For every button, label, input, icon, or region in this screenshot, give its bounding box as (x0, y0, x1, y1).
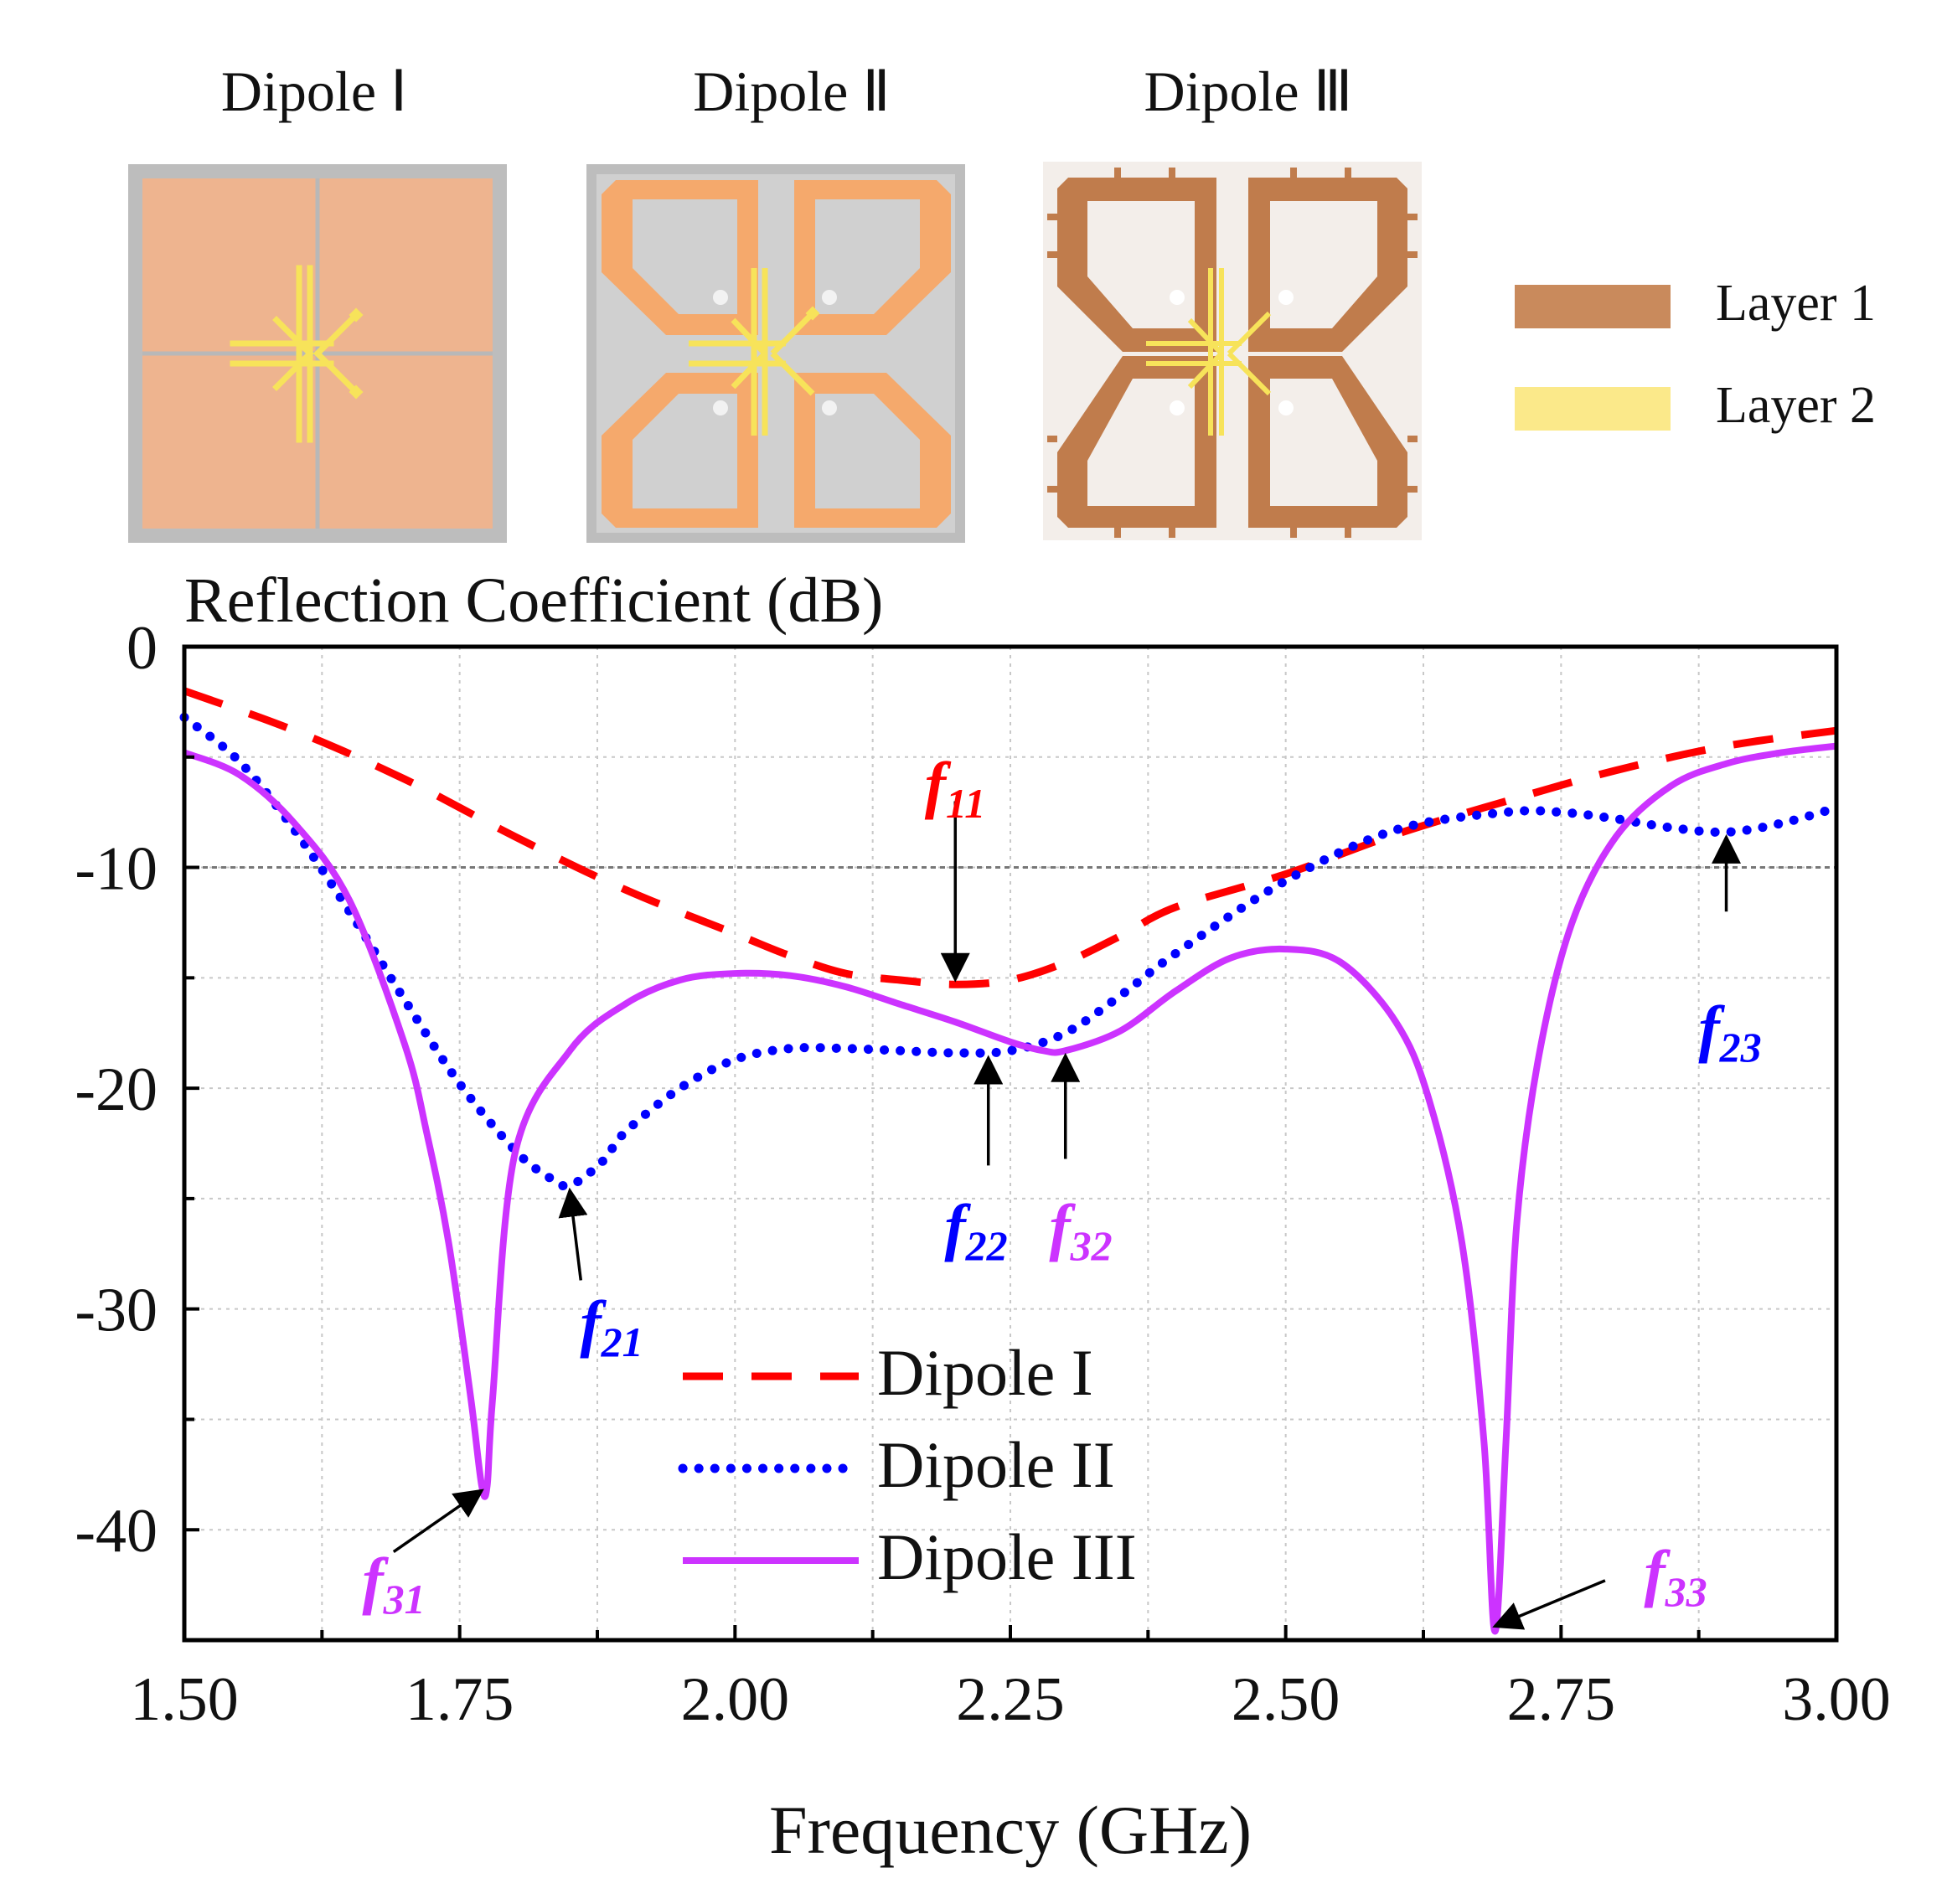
y-tick-label: -20 (75, 1055, 158, 1124)
annotation-arrow-f21 (558, 1187, 588, 1281)
dipole-1-illustration (128, 164, 507, 543)
chart-grid (184, 647, 1836, 1641)
x-tick-label: 2.00 (681, 1665, 790, 1734)
y-tick-label: 0 (127, 614, 158, 683)
annotation-label-f31: f31 (362, 1545, 425, 1623)
x-axis-label: Frequency (GHz) (769, 1792, 1252, 1868)
series-line-3 (183, 742, 1837, 1635)
annotation-arrow-f33 (1492, 1579, 1606, 1630)
layer-2-label: Layer 2 (1716, 377, 1876, 434)
legend-label-3: Dipole III (877, 1520, 1137, 1593)
y-tick-label: -10 (75, 835, 158, 904)
x-tick-label: 2.50 (1232, 1665, 1340, 1734)
x-tick-labels: 1.50 1.75 2.00 2.25 2.50 2.75 3.00 (130, 1665, 1891, 1734)
x-tick-label: 3.00 (1782, 1665, 1891, 1734)
chart-title: Reflection Coefficient (dB) (184, 565, 883, 636)
y-tick-label: -40 (75, 1497, 158, 1566)
x-tick-label: 2.75 (1507, 1665, 1616, 1734)
y-tick-labels: 0 -10 -20 -30 -40 (75, 614, 158, 1566)
panel-title-dipole-1: Dipole Ⅰ (221, 59, 407, 123)
panel-title-dipole-2: Dipole Ⅱ (693, 59, 891, 123)
annotation-label-f23: f23 (1698, 993, 1761, 1071)
x-tick-label: 1.75 (405, 1665, 514, 1734)
layer-legend: Layer 1 Layer 2 (1515, 275, 1876, 434)
layer-2-swatch (1515, 387, 1671, 431)
annotation-label-f21: f21 (580, 1288, 643, 1365)
chart-annotations: f11 f21 f22 f23 f31 f32 f33 (362, 750, 1762, 1630)
series-legend: Dipole I Dipole II Dipole III (678, 1336, 1137, 1593)
series-line-2 (179, 712, 1841, 1191)
annotation-label-f32: f32 (1049, 1192, 1112, 1269)
annotation-label-f11: f11 (925, 750, 986, 827)
x-tick-label: 1.50 (130, 1665, 239, 1734)
x-tick-label: 2.25 (956, 1665, 1065, 1734)
dipole-2-illustration (586, 164, 965, 543)
annotation-label-f33: f33 (1644, 1538, 1707, 1615)
series-line-1 (183, 687, 1837, 988)
layer-1-label: Layer 1 (1716, 275, 1876, 332)
y-tick-label: -30 (75, 1277, 158, 1345)
layer-1-swatch (1515, 285, 1671, 328)
legend-label-2: Dipole II (877, 1428, 1115, 1501)
panel-title-dipole-3: Dipole Ⅲ (1144, 59, 1353, 123)
legend-label-1: Dipole I (877, 1336, 1093, 1409)
annotation-arrow-f31 (392, 1489, 484, 1554)
dipole-3-illustration (1043, 162, 1422, 540)
annotation-label-f22: f22 (944, 1192, 1007, 1269)
chart-series (179, 687, 1841, 1635)
chart-ticks (183, 645, 1838, 1642)
